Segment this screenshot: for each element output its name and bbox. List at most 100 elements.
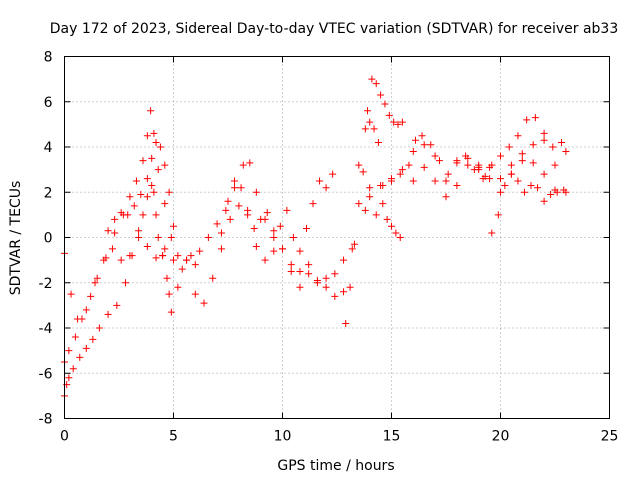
- data-point: [355, 200, 363, 208]
- data-point: [147, 107, 155, 115]
- data-point: [231, 177, 239, 185]
- data-point: [130, 202, 138, 210]
- data-point: [497, 175, 504, 183]
- y-tick-label: -6: [39, 366, 53, 382]
- data-point: [331, 270, 339, 278]
- data-point: [322, 283, 330, 291]
- data-point: [287, 261, 295, 269]
- data-point: [191, 261, 199, 269]
- data-point: [161, 200, 169, 208]
- data-point: [361, 206, 369, 214]
- data-point: [359, 168, 367, 176]
- series-track-6: [217, 170, 337, 255]
- data-point: [396, 234, 404, 241]
- data-point: [560, 186, 568, 194]
- data-point: [200, 299, 208, 307]
- chart-title: Day 172 of 2023, Sidereal Day-to-day VTE…: [50, 21, 619, 37]
- data-point: [305, 270, 313, 278]
- data-point: [161, 245, 169, 253]
- data-point: [209, 274, 217, 282]
- data-point: [143, 132, 151, 140]
- data-point: [514, 177, 522, 185]
- data-point: [520, 188, 528, 196]
- data-point: [152, 254, 160, 262]
- y-tick-label: -2: [39, 276, 53, 292]
- data-point: [486, 175, 494, 183]
- data-point: [252, 188, 260, 196]
- data-point: [529, 141, 537, 149]
- data-point: [226, 215, 234, 223]
- y-axis-label: SDTVAR / TECUs: [8, 181, 24, 296]
- data-point: [165, 188, 173, 196]
- data-marks: [61, 75, 570, 400]
- data-point: [540, 197, 548, 205]
- data-point: [322, 274, 330, 282]
- data-point: [529, 159, 537, 167]
- x-tick-label: 10: [274, 429, 292, 445]
- data-point: [464, 154, 472, 162]
- data-point: [170, 256, 177, 264]
- data-point: [246, 159, 254, 167]
- data-point: [331, 292, 339, 300]
- data-point: [143, 193, 151, 201]
- data-point: [444, 170, 452, 178]
- x-axis-label: GPS time / hours: [277, 458, 394, 474]
- data-point: [409, 148, 417, 156]
- data-point: [244, 206, 252, 214]
- data-point: [340, 256, 348, 264]
- data-point: [302, 224, 310, 232]
- data-point: [217, 245, 225, 253]
- data-point: [222, 206, 230, 214]
- y-tick-label: 4: [44, 140, 53, 156]
- data-point: [69, 365, 77, 373]
- y-tick-label: 6: [44, 95, 53, 111]
- data-point: [442, 193, 450, 201]
- data-point: [505, 143, 513, 151]
- data-point: [261, 256, 269, 264]
- data-point: [398, 118, 406, 126]
- data-point: [372, 80, 380, 88]
- data-point: [355, 161, 363, 169]
- y-tick-label: 8: [44, 50, 53, 66]
- data-point: [82, 306, 90, 314]
- data-point: [239, 161, 247, 169]
- y-tick-label: -8: [39, 412, 53, 428]
- data-point: [150, 188, 158, 196]
- data-point: [65, 374, 73, 382]
- series-track-1: [61, 181, 175, 400]
- data-point: [174, 283, 182, 291]
- data-point: [213, 220, 221, 228]
- data-point: [420, 163, 428, 171]
- data-point: [174, 252, 182, 260]
- data-point: [549, 143, 557, 151]
- data-point: [514, 132, 522, 140]
- data-point: [420, 141, 428, 149]
- data-point: [148, 181, 156, 189]
- data-point: [76, 353, 84, 361]
- data-point: [91, 279, 99, 287]
- data-point: [111, 229, 119, 237]
- data-point: [126, 252, 134, 260]
- data-point: [427, 141, 435, 149]
- data-point: [270, 234, 278, 241]
- data-point: [340, 288, 348, 296]
- data-point: [368, 75, 376, 83]
- data-point: [148, 154, 156, 162]
- data-point: [388, 222, 395, 230]
- data-point: [431, 152, 439, 160]
- data-point: [518, 157, 526, 165]
- data-point: [187, 252, 195, 260]
- data-point: [263, 209, 271, 217]
- data-point: [377, 91, 385, 99]
- data-point: [547, 191, 555, 199]
- data-point: [361, 125, 369, 133]
- data-point: [497, 152, 504, 160]
- data-point: [488, 229, 496, 237]
- data-point: [279, 245, 286, 253]
- data-point: [385, 111, 393, 119]
- data-point: [167, 234, 175, 241]
- data-point: [435, 157, 443, 165]
- data-point: [108, 245, 116, 253]
- data-point: [398, 166, 406, 174]
- data-point: [257, 215, 265, 223]
